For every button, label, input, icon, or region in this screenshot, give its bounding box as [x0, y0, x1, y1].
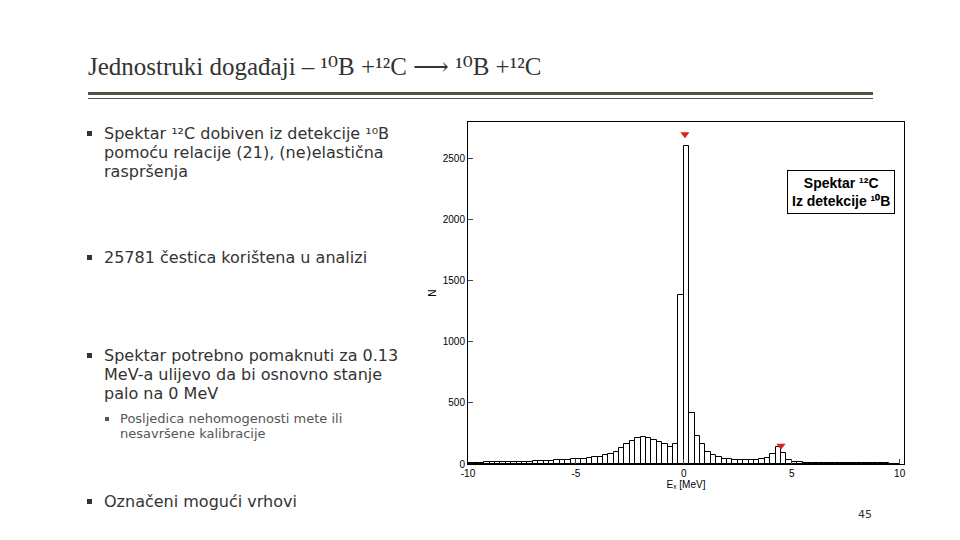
html-text:45: 45 — [858, 508, 872, 521]
html-text:Jednostruki događaji – ¹⁰B +¹²: Jednostruki događaji – ¹⁰B +¹²C ⟶ ¹⁰B +¹… — [88, 53, 542, 80]
svg-text:2500: 2500 — [443, 153, 466, 164]
svg-text:500: 500 — [448, 397, 465, 408]
html-text:Posljedica nehomogenosti mete: Posljedica nehomogenosti mete ili nesavr… — [120, 411, 343, 441]
svg-text:1000: 1000 — [443, 336, 466, 347]
svg-text:0: 0 — [459, 459, 465, 470]
html-text:25781 čestica korištena u anal: 25781 čestica korištena u analizi — [104, 248, 368, 267]
html-text:Označeni mogući vrhovi: Označeni mogući vrhovi — [104, 492, 297, 511]
svg-text:-10: -10 — [461, 468, 476, 479]
svg-text:N: N — [427, 289, 438, 296]
svg-text:10: 10 — [894, 468, 906, 479]
svg-text:-5: -5 — [571, 468, 580, 479]
html-text:Spektar potrebno pomaknuti za: Spektar potrebno pomaknuti za 0.13 MeV-a… — [104, 346, 399, 403]
html-text:Spektar ¹²C dobiven iz detekci: Spektar ¹²C dobiven iz detekcije ¹⁰B pom… — [104, 124, 390, 181]
svg-text:1500: 1500 — [443, 275, 466, 286]
svg-text:5: 5 — [789, 468, 795, 479]
svg-text:0: 0 — [681, 468, 687, 479]
svg-text:2000: 2000 — [443, 214, 466, 225]
svg-text:Spektar ¹²CIz detekcije ¹⁰B: Spektar ¹²CIz detekcije ¹⁰B — [792, 175, 890, 209]
svg-text:Eₓ [MeV]: Eₓ [MeV] — [667, 479, 706, 490]
